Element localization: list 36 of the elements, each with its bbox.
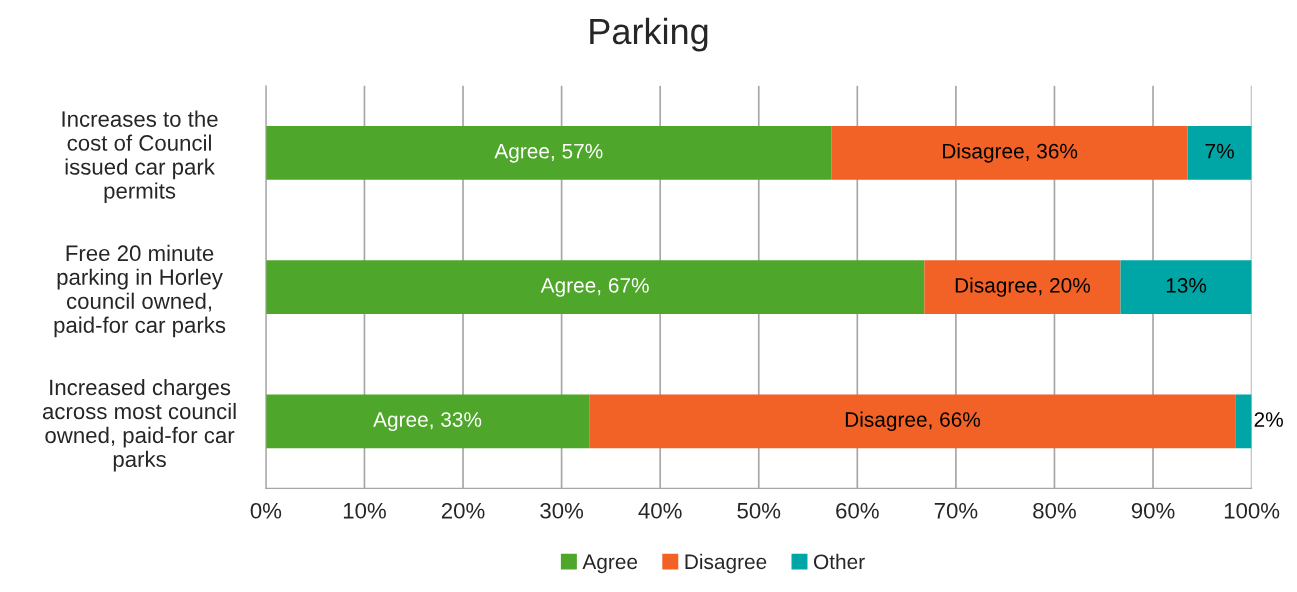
- data-label: Disagree, 20%: [955, 277, 1091, 297]
- x-tick-label: 60%: [836, 502, 879, 519]
- x-tick-label: 40%: [638, 502, 682, 519]
- legend-label: Other: [814, 553, 865, 570]
- data-label: Agree, 67%: [540, 277, 649, 297]
- x-tick-label: 100%: [1224, 502, 1280, 519]
- bar: [1187, 126, 1252, 180]
- x-tick-label: 30%: [540, 502, 584, 519]
- legend-label: Agree: [582, 554, 638, 574]
- y-tick-label: Increases to the cost of Council issued car park permits: [62, 110, 218, 204]
- data-label: Agree, 33%: [373, 412, 482, 432]
- bar: [265, 394, 590, 449]
- y-tick-label: Free 20 minute parking in Horley council owned, paid-for car parks: [54, 244, 226, 338]
- x-tick-label: 10%: [343, 502, 386, 519]
- data-label: 7%: [1205, 143, 1234, 159]
- bar: [265, 260, 925, 314]
- bar: [1235, 394, 1252, 449]
- legend-label: Disagree: [685, 553, 767, 574]
- x-tick-label: 0%: [250, 502, 282, 519]
- bar: [831, 126, 1188, 180]
- data-label: Agree, 57%: [494, 143, 603, 163]
- data-label: Disagree, 36%: [943, 143, 1078, 163]
- data-label: 13%: [1166, 277, 1207, 293]
- bar: [265, 126, 832, 180]
- x-tick-label: 80%: [1033, 502, 1076, 519]
- x-tick-label: 20%: [441, 502, 485, 519]
- data-label: Disagree, 66%: [845, 411, 981, 432]
- x-tick-label: 70%: [934, 502, 978, 519]
- bar: [589, 394, 1236, 449]
- x-tick-label: 90%: [1131, 502, 1175, 519]
- x-tick-label: 50%: [737, 502, 781, 519]
- chart-title: Parking: [590, 17, 708, 52]
- bar: [924, 260, 1121, 314]
- bar: [1120, 260, 1252, 314]
- data-label: 2%: [1254, 412, 1283, 427]
- y-tick-label: Increased charges across most council owned, paid-for car parks: [42, 378, 236, 472]
